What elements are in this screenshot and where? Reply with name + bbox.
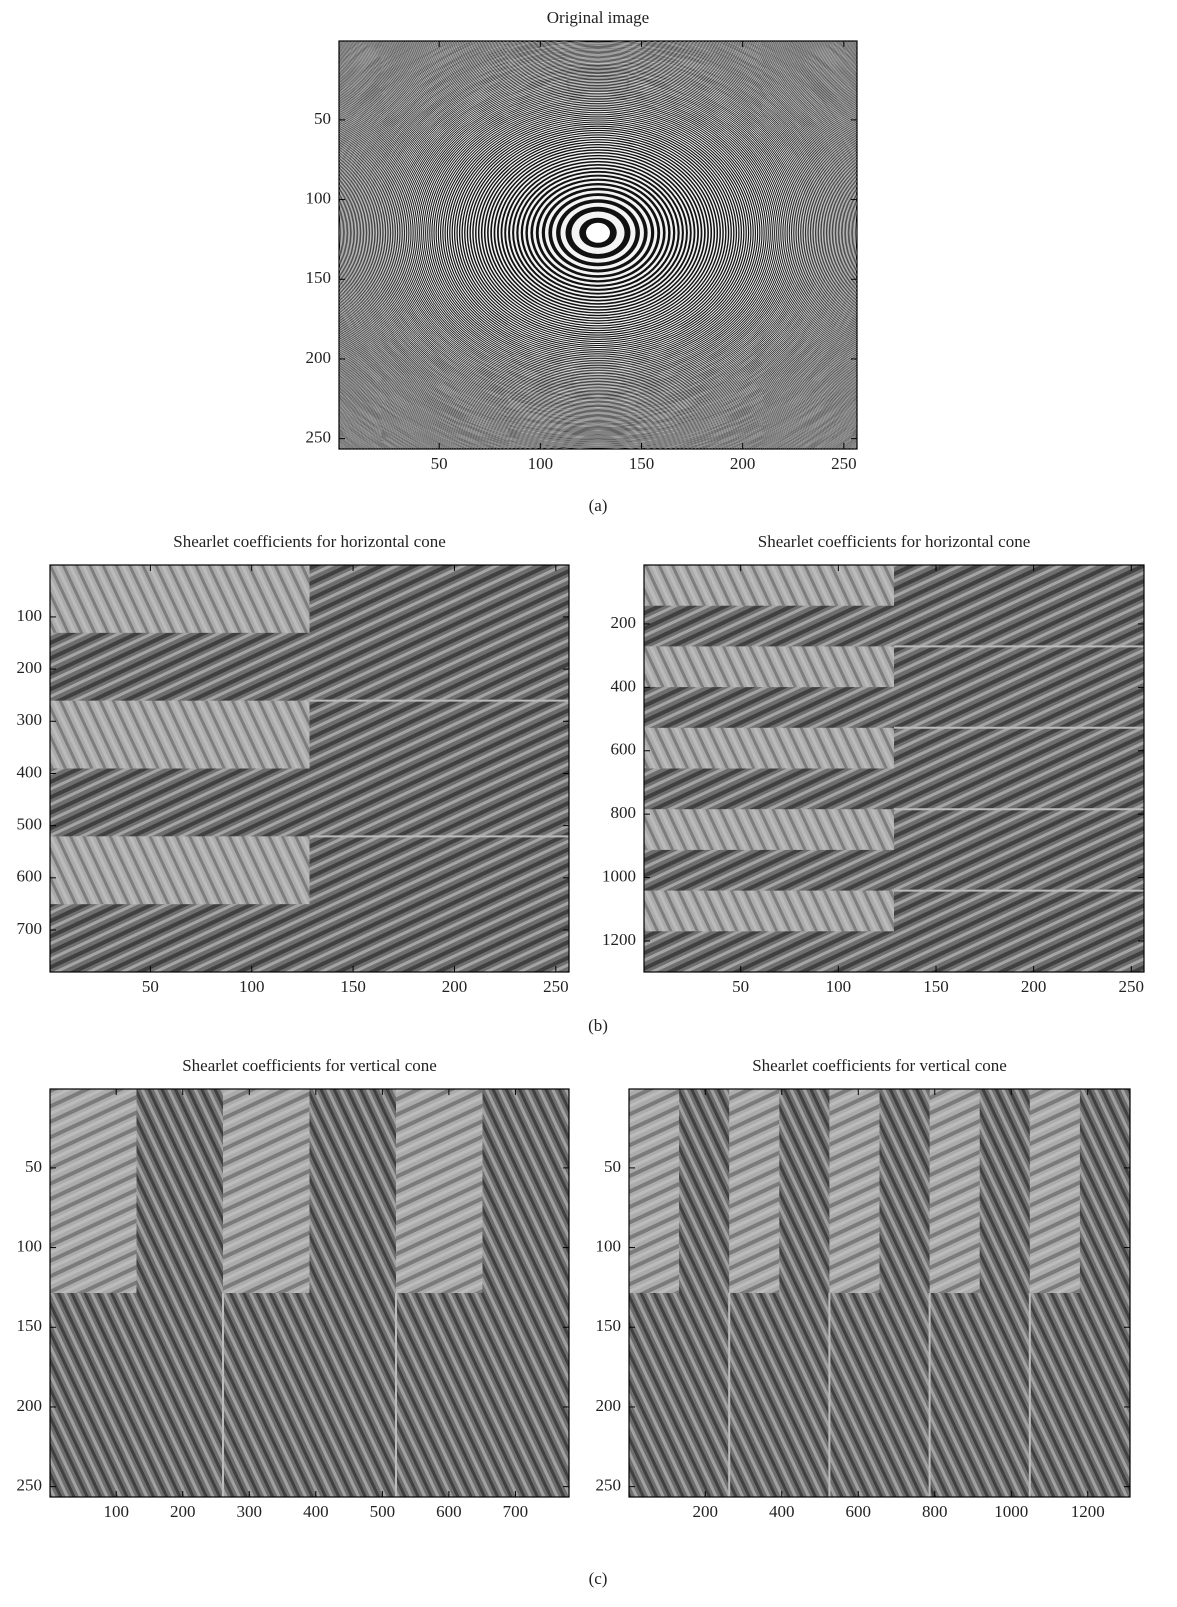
x-tick-label: 200 bbox=[730, 454, 756, 473]
y-tick-label: 100 bbox=[17, 606, 43, 625]
pattern-texture bbox=[644, 891, 894, 932]
panel-title: Original image bbox=[547, 8, 649, 27]
y-tick-label: 150 bbox=[17, 1316, 43, 1335]
image bbox=[50, 1089, 569, 1497]
y-tick-label: 250 bbox=[306, 428, 332, 447]
x-tick-label: 700 bbox=[503, 1502, 529, 1521]
image bbox=[629, 1089, 1130, 1497]
y-tick-label: 50 bbox=[604, 1157, 621, 1176]
pattern-texture bbox=[396, 1089, 483, 1293]
figure: (a) (b) (c) Original image 50 100 150 200 250… bbox=[0, 0, 1177, 1602]
y-tick-label: 150 bbox=[596, 1316, 622, 1335]
y-tick-label: 1000 bbox=[602, 866, 636, 885]
y-tick-label: 1200 bbox=[602, 930, 636, 949]
pattern-ring bbox=[586, 223, 610, 243]
panel-title: Shearlet coefficients for horizontal con… bbox=[173, 532, 446, 551]
y-tick-label: 600 bbox=[611, 740, 637, 759]
y-tick-label: 500 bbox=[17, 815, 43, 834]
y-tick-label: 400 bbox=[611, 676, 637, 695]
y-tick-label: 800 bbox=[611, 803, 637, 822]
pattern-texture bbox=[729, 1089, 779, 1293]
y-tick-label: 600 bbox=[17, 867, 43, 886]
x-tick-label: 150 bbox=[629, 454, 655, 473]
x-tick-label: 50 bbox=[142, 977, 159, 996]
x-tick-label: 50 bbox=[732, 977, 749, 996]
pattern-texture bbox=[629, 1089, 679, 1293]
pattern-texture bbox=[644, 646, 894, 687]
x-tick-label: 1000 bbox=[994, 1502, 1028, 1521]
x-tick-label: 250 bbox=[543, 977, 569, 996]
y-tick-label: 100 bbox=[306, 188, 332, 207]
caption: (c) bbox=[589, 1569, 608, 1588]
caption: (b) bbox=[588, 1016, 608, 1035]
panel-title: Shearlet coefficients for vertical cone bbox=[182, 1056, 437, 1075]
y-tick-label: 50 bbox=[25, 1157, 42, 1176]
x-tick-label: 250 bbox=[1119, 977, 1145, 996]
x-tick-label: 800 bbox=[922, 1502, 948, 1521]
pattern-texture bbox=[223, 1089, 310, 1293]
y-tick-label: 200 bbox=[611, 613, 637, 632]
pattern-texture bbox=[50, 836, 310, 904]
pattern-texture bbox=[930, 1089, 980, 1293]
pattern-texture bbox=[50, 701, 310, 769]
y-tick-label: 200 bbox=[17, 1396, 43, 1415]
image bbox=[50, 565, 569, 972]
x-tick-label: 600 bbox=[846, 1502, 872, 1521]
pattern-texture bbox=[644, 565, 894, 606]
x-tick-label: 100 bbox=[826, 977, 852, 996]
pattern-texture bbox=[644, 809, 894, 850]
pattern-texture bbox=[50, 1089, 137, 1293]
x-tick-label: 100 bbox=[528, 454, 554, 473]
y-tick-label: 250 bbox=[596, 1476, 622, 1495]
panel-title: Shearlet coefficients for horizontal con… bbox=[758, 532, 1031, 551]
pattern-texture bbox=[1030, 1089, 1080, 1293]
y-tick-label: 100 bbox=[17, 1236, 43, 1255]
x-tick-label: 1200 bbox=[1071, 1502, 1105, 1521]
y-tick-label: 300 bbox=[17, 710, 43, 729]
y-tick-label: 50 bbox=[314, 109, 331, 128]
x-tick-label: 400 bbox=[769, 1502, 795, 1521]
x-tick-label: 600 bbox=[436, 1502, 462, 1521]
x-tick-label: 200 bbox=[1021, 977, 1047, 996]
y-tick-label: 200 bbox=[596, 1396, 622, 1415]
caption: (a) bbox=[589, 496, 608, 515]
y-tick-label: 250 bbox=[17, 1476, 43, 1495]
panel-title: Shearlet coefficients for vertical cone bbox=[752, 1056, 1007, 1075]
y-tick-label: 400 bbox=[17, 762, 43, 781]
y-tick-label: 150 bbox=[306, 268, 332, 287]
x-tick-label: 250 bbox=[831, 454, 857, 473]
y-tick-label: 700 bbox=[17, 919, 43, 938]
x-tick-label: 500 bbox=[370, 1502, 396, 1521]
x-tick-label: 150 bbox=[340, 977, 366, 996]
x-tick-label: 200 bbox=[693, 1502, 719, 1521]
x-tick-label: 200 bbox=[442, 977, 468, 996]
image bbox=[644, 565, 1144, 972]
x-tick-label: 100 bbox=[239, 977, 265, 996]
x-tick-label: 150 bbox=[923, 977, 949, 996]
x-tick-label: 400 bbox=[303, 1502, 329, 1521]
x-tick-label: 50 bbox=[431, 454, 448, 473]
y-tick-label: 100 bbox=[596, 1236, 622, 1255]
pattern-texture bbox=[644, 728, 894, 769]
x-tick-label: 300 bbox=[237, 1502, 263, 1521]
pattern-texture bbox=[829, 1089, 879, 1293]
y-tick-label: 200 bbox=[306, 348, 332, 367]
x-tick-label: 100 bbox=[103, 1502, 129, 1521]
y-tick-label: 200 bbox=[17, 658, 43, 677]
pattern-texture bbox=[50, 565, 310, 633]
x-tick-label: 200 bbox=[170, 1502, 196, 1521]
